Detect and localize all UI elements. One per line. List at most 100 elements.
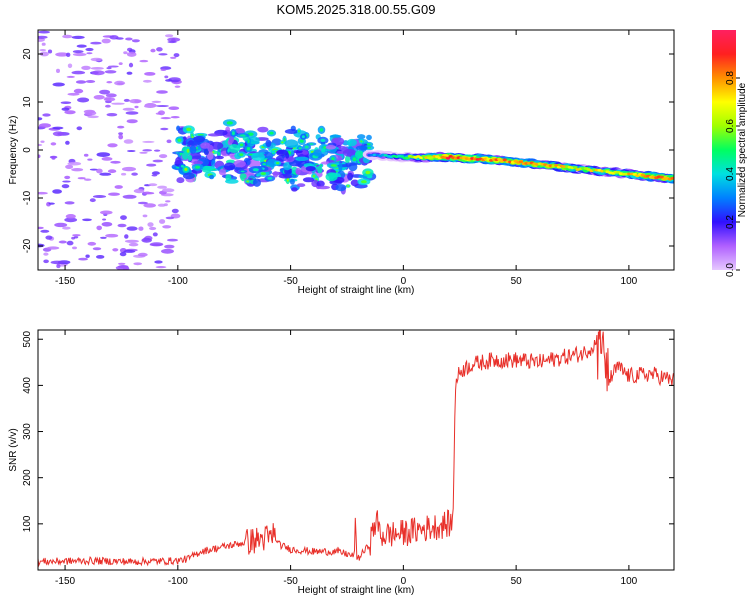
spectrogram-cell	[176, 177, 185, 184]
spectrogram-cell	[189, 145, 197, 154]
colorbar-tick-label: 0.4	[725, 167, 736, 181]
spectrogram-cell	[96, 168, 103, 174]
spectrogram-signal-cell	[670, 176, 674, 180]
spectrogram-cell	[331, 157, 335, 161]
spectrogram-cell	[122, 194, 137, 199]
spectrogram-cell	[166, 238, 179, 242]
spectrogram-cell	[177, 138, 182, 142]
spectrogram-cell	[38, 154, 41, 158]
spectrogram-cell	[269, 131, 274, 135]
spectrogram-cell	[302, 177, 315, 183]
snr-frame	[37, 329, 675, 571]
spectrogram-cell	[40, 229, 50, 233]
spectrogram-cell	[342, 149, 357, 157]
spectrogram-cell	[357, 134, 366, 140]
spectrogram-cell	[55, 52, 69, 57]
spectrogram-cell	[117, 223, 127, 228]
spectrogram-cell	[99, 89, 111, 95]
spectrogram-cell	[284, 129, 299, 134]
spectrogram-cell	[267, 155, 272, 161]
spectrogram-cell	[71, 168, 84, 172]
spectrogram-cell	[207, 144, 214, 153]
spectrogram-y-ticks: -20 -10 0 10 20	[22, 48, 674, 253]
spectrogram-cell	[114, 185, 123, 189]
spectrogram-cell	[84, 178, 92, 181]
spectrogram-cell	[38, 35, 48, 39]
spectrogram-cell	[312, 174, 316, 178]
spectrogram-cell	[105, 93, 117, 98]
spectrogram-cell	[107, 143, 118, 148]
spectrogram-signal-cell	[502, 158, 508, 162]
spectrogram-cell	[71, 70, 86, 75]
spectrogram-cell	[65, 214, 76, 219]
spectrogram-cell	[257, 126, 269, 133]
spectrogram-cell	[137, 201, 148, 205]
spectrogram-cell	[313, 149, 322, 157]
spectrogram-cell	[170, 56, 177, 59]
spectrogram-cell	[209, 174, 215, 180]
spectrogram-cell	[125, 111, 139, 115]
spectrogram-cell	[142, 214, 148, 218]
spectrogram-cell	[182, 172, 195, 180]
snr-y-tick-label: 100	[22, 515, 33, 532]
spectrogram-cell	[107, 65, 119, 68]
spectrogram-cell	[152, 232, 158, 237]
spectrogram-cell	[164, 244, 175, 249]
spectrogram-cell	[284, 139, 299, 148]
spectrogram-cell	[153, 149, 161, 152]
spectrogram-cell	[64, 201, 75, 205]
spectrogram-cell	[285, 152, 290, 159]
spectrogram-cell	[124, 239, 139, 243]
spectrogram-cell	[143, 105, 153, 108]
spectrogram-cell	[233, 160, 246, 168]
spectrogram-cell	[72, 52, 87, 57]
spectrogram-cell	[131, 39, 140, 43]
spectrogram-cell	[298, 129, 300, 133]
spectrogram-cell	[302, 150, 309, 155]
spectrogram-cell	[137, 252, 148, 257]
spectrogram-cell	[361, 180, 367, 184]
spectrogram-cell	[115, 37, 124, 40]
spectrogram-cell	[156, 90, 168, 94]
colorbar-tick-label: 0.2	[725, 215, 736, 229]
snr-y-axis-title: SNR (v/v)	[8, 428, 19, 471]
spectrogram-cell	[360, 140, 363, 143]
spectrogram-cell	[46, 246, 60, 250]
spectrogram-cell	[347, 172, 354, 181]
spectrogram-cell	[160, 127, 169, 131]
spectrogram-cell	[78, 257, 89, 261]
spectrogram-cell	[309, 143, 314, 145]
spectrogram-cell	[90, 41, 102, 45]
spectrogram-cell	[262, 163, 266, 166]
spectrogram-cell	[304, 145, 309, 149]
spectrogram-cell	[186, 148, 190, 153]
spectrogram-cell	[336, 150, 344, 155]
spectrogram-cell	[133, 188, 145, 194]
spectrogram-cell	[215, 155, 224, 160]
spectrogram-cell	[168, 106, 180, 110]
spectrogram-cell	[276, 149, 289, 157]
spectrogram-cell	[75, 80, 87, 84]
spectrogram-cell	[223, 162, 236, 171]
spectrogram-cell	[242, 136, 249, 141]
spectrogram-cell	[296, 183, 306, 188]
spectrogram-cell	[123, 266, 130, 270]
spectrogram-cell	[67, 63, 73, 69]
spectrogram-cell	[101, 157, 113, 161]
spectrogram-cell	[123, 51, 128, 55]
spectrogram-cell	[110, 160, 121, 164]
spectrogram-cell	[87, 158, 93, 161]
spectrogram-cell	[82, 218, 92, 222]
spectrogram-y-tick-label: -20	[22, 238, 33, 253]
spectrogram-cell	[85, 80, 96, 83]
spectrogram-cell	[156, 47, 163, 52]
spectrogram-cell	[187, 154, 193, 161]
spectrogram-x-tick-label: -50	[283, 276, 298, 287]
spectrogram-cell	[66, 240, 74, 246]
spectrogram-cell	[41, 42, 46, 46]
snr-x-tick-label: -150	[55, 576, 75, 587]
spectrogram-cell	[101, 222, 113, 227]
spectrogram-cell	[86, 52, 93, 55]
spectrogram-cell	[62, 34, 73, 39]
